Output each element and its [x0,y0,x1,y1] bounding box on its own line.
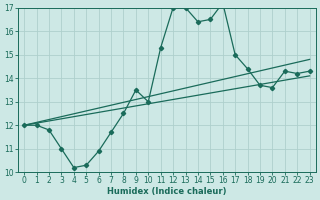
X-axis label: Humidex (Indice chaleur): Humidex (Indice chaleur) [107,187,227,196]
